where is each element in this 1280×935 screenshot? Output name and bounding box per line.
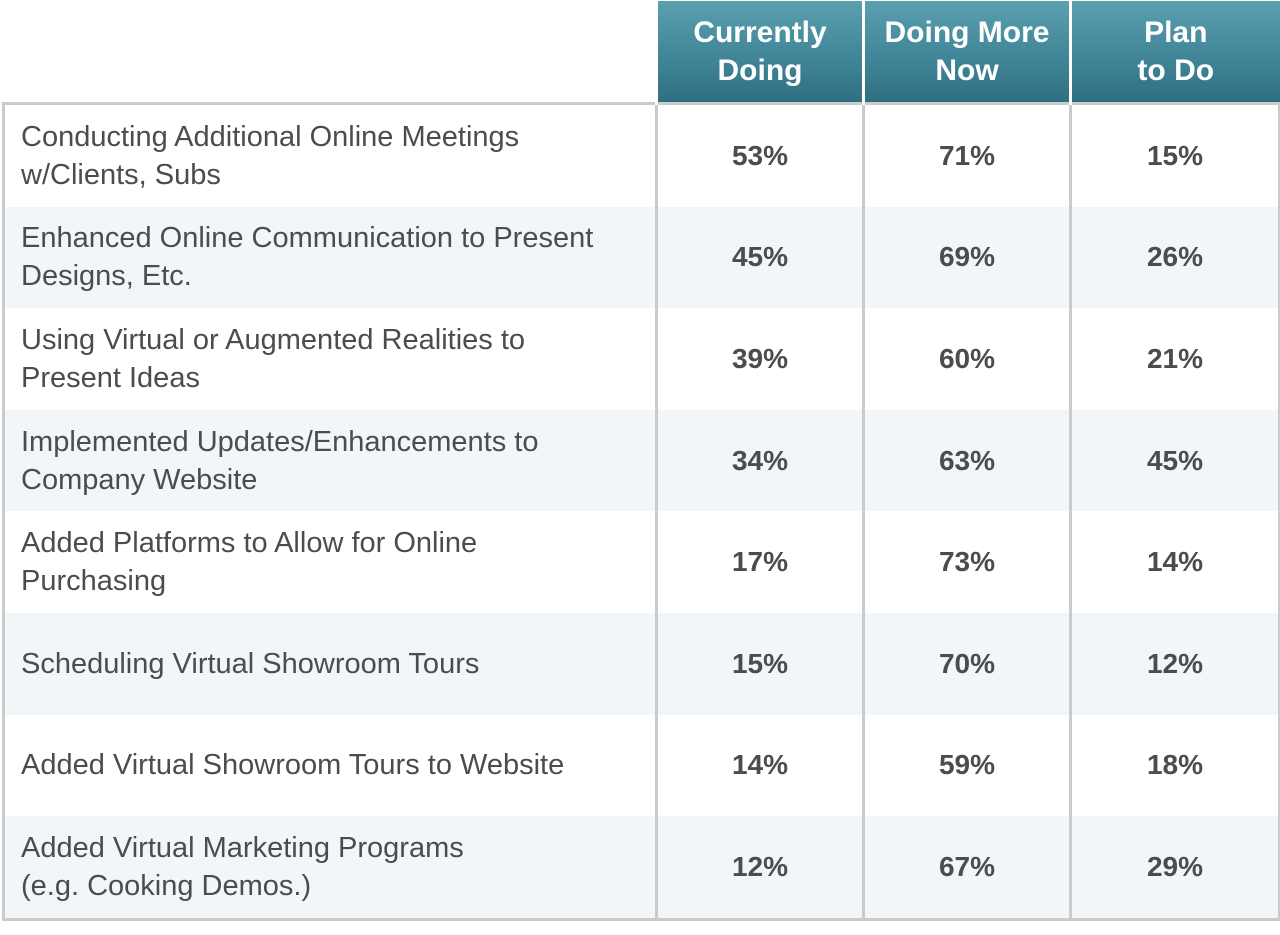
- value-cell-currently-doing: 17%: [655, 511, 864, 613]
- header-row: Currently Doing Doing More Now Plan to D…: [3, 1, 1280, 104]
- value-cell-doing-more-now: 73%: [862, 511, 1071, 613]
- row-label: Added Virtual Marketing Programs (e.g. Co…: [2, 816, 657, 921]
- row-label-line: Conducting Additional Online Meetings: [21, 120, 520, 153]
- row-label-line: Enhanced Online Communication to Present: [21, 222, 594, 255]
- value-cell-plan-to-do: 45%: [1069, 409, 1280, 512]
- column-header-line: Currently: [693, 15, 827, 49]
- column-header-plan-to-do: Plan to Do: [1069, 1, 1280, 104]
- row-label-line: Added Virtual Showroom Tours to Website: [21, 749, 565, 782]
- value-cell-plan-to-do: 29%: [1069, 816, 1280, 921]
- row-label: Conducting Additional Online Meetings w/C…: [2, 101, 657, 207]
- row-label-line: Added Platforms to Allow for Online: [21, 527, 478, 560]
- table-row: Implemented Updates/Enhancements to Compa…: [2, 409, 1280, 512]
- value-cell-plan-to-do: 21%: [1069, 308, 1280, 410]
- value-cell-plan-to-do: 26%: [1069, 206, 1280, 309]
- column-header-line: Doing More: [884, 15, 1050, 49]
- row-label-line: (e.g. Cooking Demos.): [21, 869, 312, 902]
- table-row: Added Platforms to Allow for Online Purch…: [2, 511, 1280, 613]
- value-cell-doing-more-now: 67%: [862, 816, 1071, 921]
- row-label-line: Scheduling Virtual Showroom Tours: [21, 647, 480, 680]
- value-cell-currently-doing: 14%: [655, 714, 864, 817]
- table-row: Using Virtual or Augmented Realities to P…: [2, 308, 1280, 410]
- value-cell-plan-to-do: 12%: [1069, 612, 1280, 715]
- value-cell-doing-more-now: 63%: [862, 409, 1071, 512]
- column-header-currently-doing: Currently Doing: [655, 1, 864, 104]
- column-header-line: Now: [935, 53, 999, 87]
- value-cell-currently-doing: 34%: [655, 409, 864, 512]
- row-label-line: Using Virtual or Augmented Realities to: [21, 323, 526, 356]
- value-cell-plan-to-do: 15%: [1069, 101, 1280, 207]
- row-label-line: w/Clients, Subs: [21, 158, 221, 191]
- column-header-doing-more-now: Doing More Now: [862, 1, 1071, 104]
- value-cell-currently-doing: 12%: [655, 816, 864, 921]
- value-cell-doing-more-now: 60%: [862, 308, 1071, 410]
- row-label: Added Platforms to Allow for Online Purch…: [2, 511, 657, 613]
- row-label: Scheduling Virtual Showroom Tours: [2, 612, 657, 715]
- value-cell-currently-doing: 45%: [655, 206, 864, 309]
- table-row: Conducting Additional Online Meetings w/C…: [2, 101, 1280, 207]
- table-row: Scheduling Virtual Showroom Tours 15% 70% 1…: [2, 612, 1280, 715]
- column-header-line: Plan: [1144, 15, 1208, 49]
- value-cell-currently-doing: 39%: [655, 308, 864, 410]
- value-cell-doing-more-now: 59%: [862, 714, 1071, 817]
- row-label-line: Company Website: [21, 463, 258, 496]
- table-row: Added Virtual Marketing Programs (e.g. Co…: [2, 816, 1280, 921]
- value-cell-currently-doing: 15%: [655, 612, 864, 715]
- row-label: Using Virtual or Augmented Realities to P…: [2, 308, 657, 410]
- column-header-line: to Do: [1137, 53, 1215, 87]
- row-label: Implemented Updates/Enhancements to Compa…: [2, 409, 657, 512]
- table-row: Added Virtual Showroom Tours to Website 1…: [2, 714, 1280, 817]
- row-label-line: Present Ideas: [21, 361, 200, 394]
- table-body: Conducting Additional Online Meetings w/C…: [2, 101, 1280, 921]
- row-label-line: Purchasing: [21, 565, 167, 598]
- value-cell-plan-to-do: 14%: [1069, 511, 1280, 613]
- value-cell-plan-to-do: 18%: [1069, 714, 1280, 817]
- value-cell-doing-more-now: 70%: [862, 612, 1071, 715]
- row-label-line: Designs, Etc.: [21, 260, 192, 293]
- column-header-line: Doing: [717, 53, 803, 87]
- row-label-line: Implemented Updates/Enhancements to: [21, 425, 539, 458]
- value-cell-currently-doing: 53%: [655, 101, 864, 207]
- value-cell-doing-more-now: 69%: [862, 206, 1071, 309]
- row-label-line: Added Virtual Marketing Programs: [21, 831, 464, 864]
- row-label: Added Virtual Showroom Tours to Website: [2, 714, 657, 817]
- row-label: Enhanced Online Communication to Present…: [2, 206, 657, 309]
- table-row: Enhanced Online Communication to Present…: [2, 206, 1280, 309]
- value-cell-doing-more-now: 71%: [862, 101, 1071, 207]
- header-blank-cell: [3, 1, 657, 104]
